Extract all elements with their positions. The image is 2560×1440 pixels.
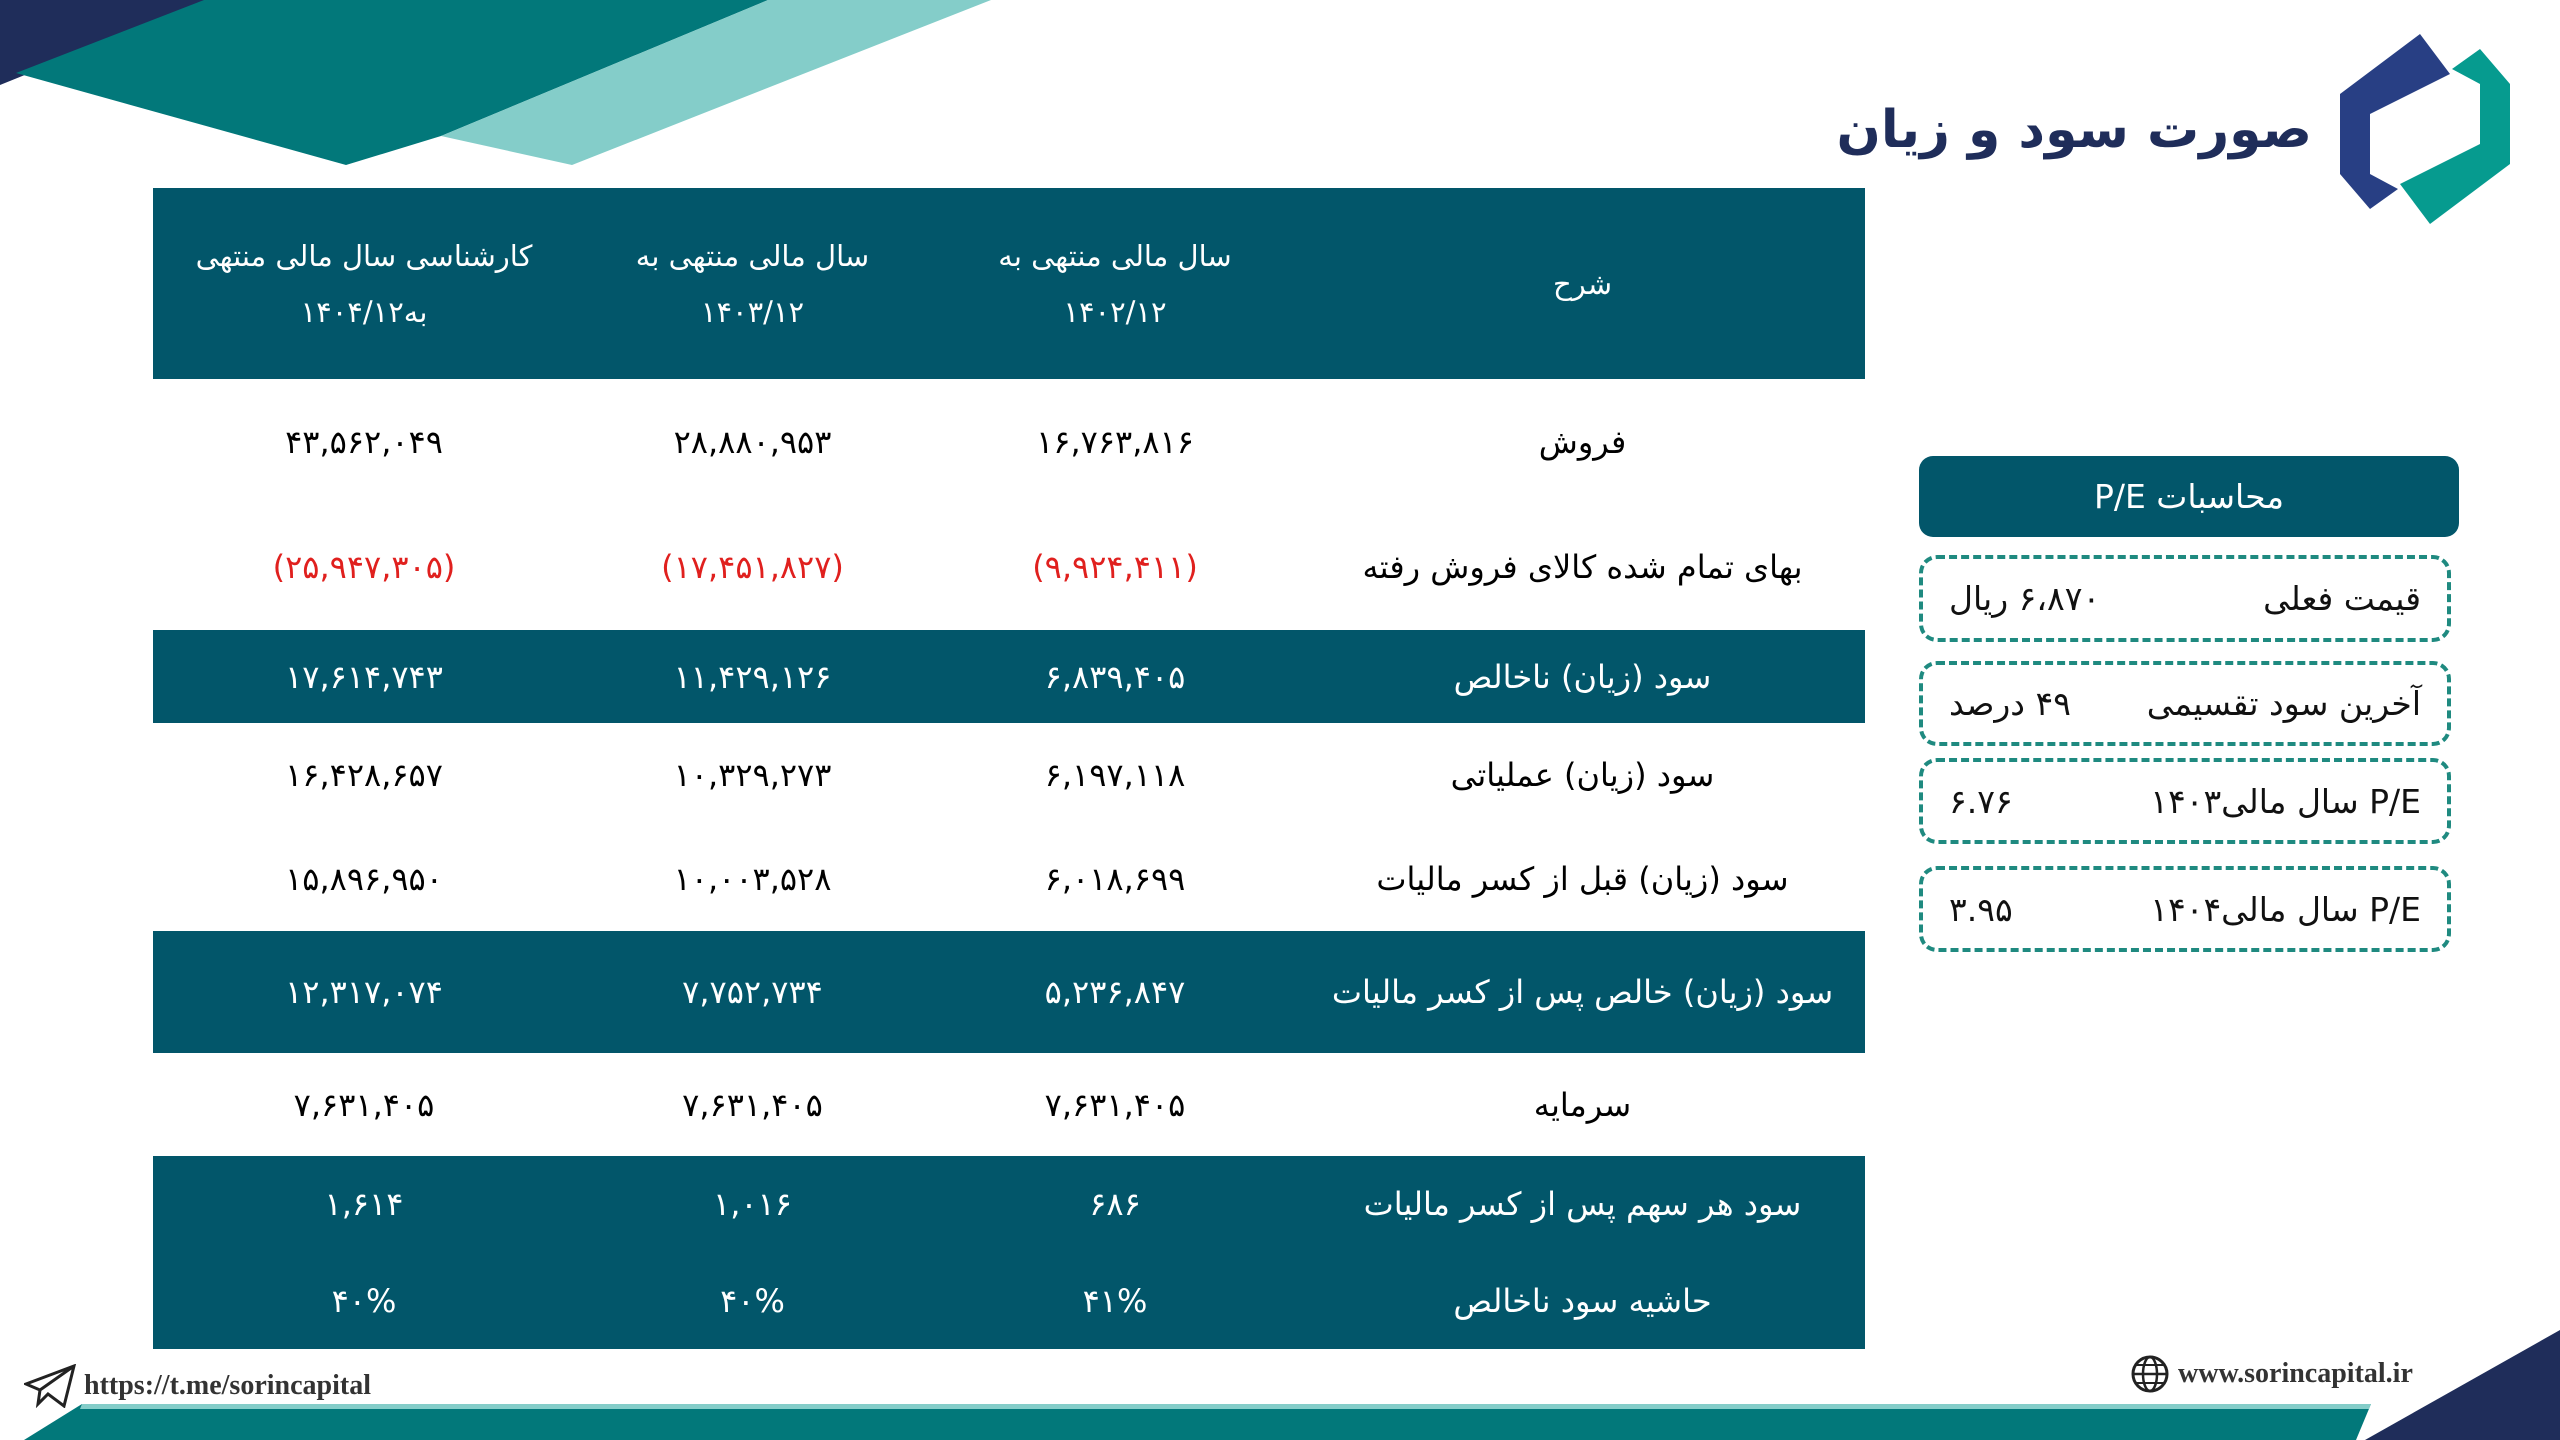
footer-bar-teal [24, 1404, 2371, 1440]
row-label: سود (زیان) ناخالص [1300, 630, 1865, 723]
page-title: صورت سود و زیان [1836, 100, 2312, 160]
cell-value: (۱۷,۴۵۱,۸۲۷) [661, 548, 844, 586]
table-row-capital: سرمایه ۷,۶۳۱,۴۰۵ ۷,۶۳۱,۴۰۵ ۷,۶۳۱,۴۰۵ [153, 1053, 1865, 1156]
cell-value: ۱,۶۱۴ [153, 1156, 575, 1252]
row-label: سود هر سهم پس از کسر مالیات [1300, 1156, 1865, 1252]
website-link[interactable]: www.sorincapital.ir [2130, 1354, 2413, 1394]
telegram-url: https://t.me/sorincapital [84, 1370, 371, 1401]
row-label: فروش [1538, 422, 1627, 461]
income-statement-table: شرح سال مالی منتهی به ۱۴۰۲/۱۲ سال مالی من… [153, 188, 1865, 1349]
row-label: سود (زیان) قبل از کسر مالیات [1376, 860, 1789, 898]
row-label: سود (زیان) عملیاتی [1450, 756, 1715, 794]
corner-shape-navy-bottom [2365, 1330, 2560, 1440]
cell-value: ۱۱,۴۲۹,۱۲۶ [575, 630, 930, 723]
pe-item-value: ۶.۷۶ [1949, 781, 2013, 821]
telegram-link[interactable]: https://t.me/sorincapital [24, 1364, 371, 1408]
pe-item-label: P/E سال مالی۱۴۰۴ [2150, 889, 2421, 929]
row-label: سود (زیان) خالص پس از کسر مالیات [1300, 931, 1865, 1053]
cell-value: ۴۳,۵۶۲,۰۴۹ [285, 422, 443, 461]
cell-value: ۷,۶۳۱,۴۰۵ [682, 1085, 823, 1124]
row-label: حاشیه سود ناخالص [1300, 1252, 1865, 1349]
cell-value: ۱۵,۸۹۶,۹۵۰ [285, 860, 443, 898]
cell-value: ۴۱% [930, 1252, 1300, 1349]
cell-value: ۷,۶۳۱,۴۰۵ [1044, 1085, 1186, 1124]
cell-value: ۱۰,۳۲۹,۲۷۳ [673, 756, 832, 794]
cell-value: ۴۰% [153, 1252, 575, 1349]
row-label: سرمایه [1533, 1085, 1632, 1124]
cell-value: ۶,۰۱۸,۶۹۹ [1044, 860, 1186, 898]
cell-value: (۹,۹۲۴,۴۱۱) [1032, 548, 1198, 586]
column-header-description: شرح [1300, 188, 1865, 379]
pe-item-label: آخرین سود تقسیمی [2146, 684, 2421, 723]
cell-value: ۷,۷۵۲,۷۳۴ [575, 931, 930, 1053]
corner-shape-teal [16, 0, 768, 165]
pe-item-last-dividend: آخرین سود تقسیمی ۴۹ درصد [1919, 661, 2451, 746]
pe-item-label: قیمت فعلی [2263, 579, 2421, 618]
cell-value: ۱۲,۳۱۷,۰۷۴ [153, 931, 575, 1053]
cell-value: ۶,۱۹۷,۱۱۸ [1044, 756, 1186, 794]
cell-value: ۴۰% [575, 1252, 930, 1349]
cell-value: ۱۰,۰۰۳,۵۲۸ [673, 860, 832, 898]
table-header-row: شرح سال مالی منتهی به ۱۴۰۲/۱۲ سال مالی من… [153, 188, 1865, 379]
table-row-cogs: بهای تمام شده کالای فروش رفته (۹,۹۲۴,۴۱۱… [153, 504, 1865, 630]
column-header-1404-forecast: کارشناسی سال مالی منتهی به۱۴۰۴/۱۲ [153, 188, 575, 379]
table-row-operating-profit: سود (زیان) عملیاتی ۶,۱۹۷,۱۱۸ ۱۰,۳۲۹,۲۷۳ … [153, 723, 1865, 827]
corner-shape-light-teal [441, 0, 991, 165]
column-header-1402: سال مالی منتهی به ۱۴۰۲/۱۲ [930, 188, 1300, 379]
table-row-net-profit: سود (زیان) خالص پس از کسر مالیات ۵,۲۳۶,۸… [153, 931, 1865, 1053]
website-url: www.sorincapital.ir [2178, 1358, 2413, 1389]
column-header-1403: سال مالی منتهی به ۱۴۰۳/۱۲ [575, 188, 930, 379]
cell-value: ۱۶,۴۲۸,۶۵۷ [285, 756, 443, 794]
pe-calculations-header: محاسبات P/E [1919, 456, 2459, 537]
table-row-pretax-profit: سود (زیان) قبل از کسر مالیات ۶,۰۱۸,۶۹۹ ۱… [153, 827, 1865, 931]
pe-item-label: P/E سال مالی۱۴۰۳ [2150, 781, 2421, 821]
row-label: بهای تمام شده کالای فروش رفته [1362, 548, 1803, 586]
table-row-eps: سود هر سهم پس از کسر مالیات ۶۸۶ ۱,۰۱۶ ۱,… [153, 1156, 1865, 1252]
telegram-icon [24, 1364, 76, 1408]
cell-value: ۱۷,۶۱۴,۷۴۳ [153, 630, 575, 723]
pe-item-value: ۴۹ درصد [1949, 684, 2071, 723]
cell-value: ۶۸۶ [930, 1156, 1300, 1252]
cell-value: ۲۸,۸۸۰,۹۵۳ [673, 422, 832, 461]
globe-icon [2131, 1355, 2169, 1393]
footer-bar-line [80, 1404, 2371, 1409]
table-row-gross-margin: حاشیه سود ناخالص ۴۱% ۴۰% ۴۰% [153, 1252, 1865, 1349]
table-row-sales: فروش ۱۶,۷۶۳,۸۱۶ ۲۸,۸۸۰,۹۵۳ ۴۳,۵۶۲,۰۴۹ [153, 379, 1865, 504]
table-row-gross-profit: سود (زیان) ناخالص ۶,۸۳۹,۴۰۵ ۱۱,۴۲۹,۱۲۶ ۱… [153, 630, 1865, 723]
cell-value: ۷,۶۳۱,۴۰۵ [293, 1085, 435, 1124]
pe-item-value: ۶،۸۷۰ ریال [1949, 579, 2101, 618]
cell-value: ۵,۲۳۶,۸۴۷ [930, 931, 1300, 1053]
pe-item-pe-1404: P/E سال مالی۱۴۰۴ ۳.۹۵ [1919, 866, 2451, 952]
sorin-logo [2340, 34, 2510, 224]
pe-item-pe-1403: P/E سال مالی۱۴۰۳ ۶.۷۶ [1919, 758, 2451, 844]
cell-value: (۲۵,۹۴۷,۳۰۵) [272, 548, 456, 586]
cell-value: ۱,۰۱۶ [575, 1156, 930, 1252]
pe-item-current-price: قیمت فعلی ۶،۸۷۰ ریال [1919, 555, 2451, 642]
cell-value: ۶,۸۳۹,۴۰۵ [930, 630, 1300, 723]
cell-value: ۱۶,۷۶۳,۸۱۶ [1036, 422, 1194, 461]
pe-item-value: ۳.۹۵ [1949, 889, 2013, 929]
